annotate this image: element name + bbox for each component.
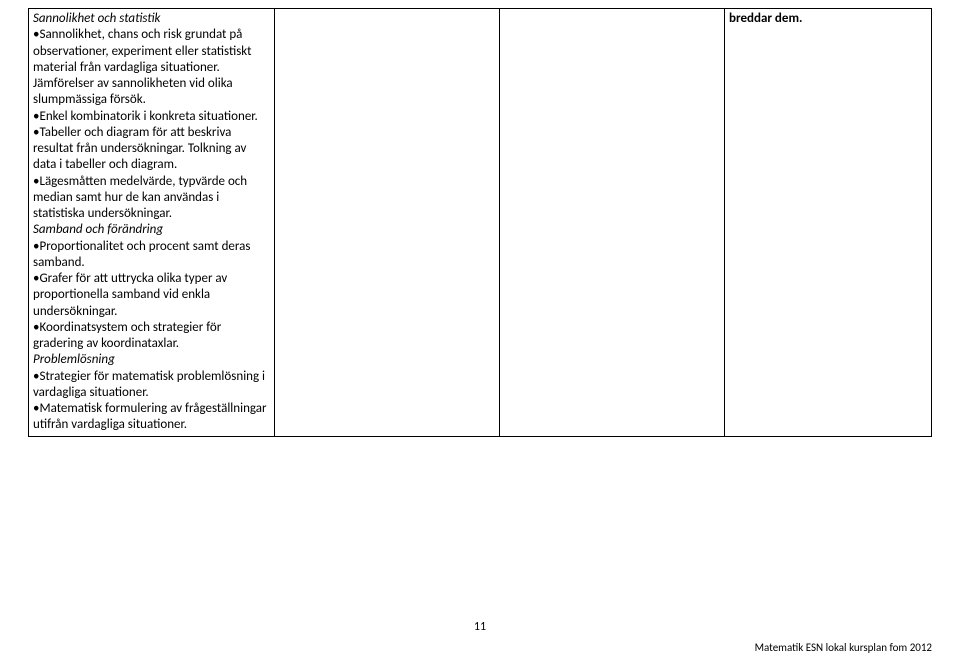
cell-content-col4: breddar dem.: [725, 9, 932, 437]
page-number: 11: [474, 620, 486, 634]
section-heading: Samband och förändring: [33, 222, 270, 238]
bullet-item: •Strategier för matematisk problemlösnin…: [33, 369, 270, 402]
bullet-item: •Proportionalitet och procent samt deras…: [33, 239, 270, 272]
cell-content-col3: [500, 9, 725, 437]
bullet-item: •Koordinatsystem och strategier för grad…: [33, 320, 270, 353]
bullet-item: •Tabeller och diagram för att beskriva r…: [33, 125, 270, 174]
cell-content-col1: Sannolikhet och statistik •Sannolikhet, …: [29, 9, 275, 437]
section-heading: Sannolikhet och statistik: [33, 11, 270, 27]
bullet-item: •Matematisk formulering av frågeställnin…: [33, 401, 270, 434]
cell-content-col2: [275, 9, 500, 437]
bullet-item: •Enkel kombinatorik i konkreta situation…: [33, 109, 270, 125]
table-row: Sannolikhet och statistik •Sannolikhet, …: [29, 9, 932, 437]
section-heading: Problemlösning: [33, 352, 270, 368]
curriculum-table: Sannolikhet och statistik •Sannolikhet, …: [28, 8, 932, 437]
footer-text: Matematik ESN lokal kursplan fom 2012: [755, 641, 932, 654]
bullet-item: •Grafer för att uttrycka olika typer av …: [33, 271, 270, 320]
bullet-item: •Lägesmåtten medelvärde, typvärde och me…: [33, 174, 270, 223]
bullet-item: •Sannolikhet, chans och risk grundat på …: [33, 27, 270, 108]
